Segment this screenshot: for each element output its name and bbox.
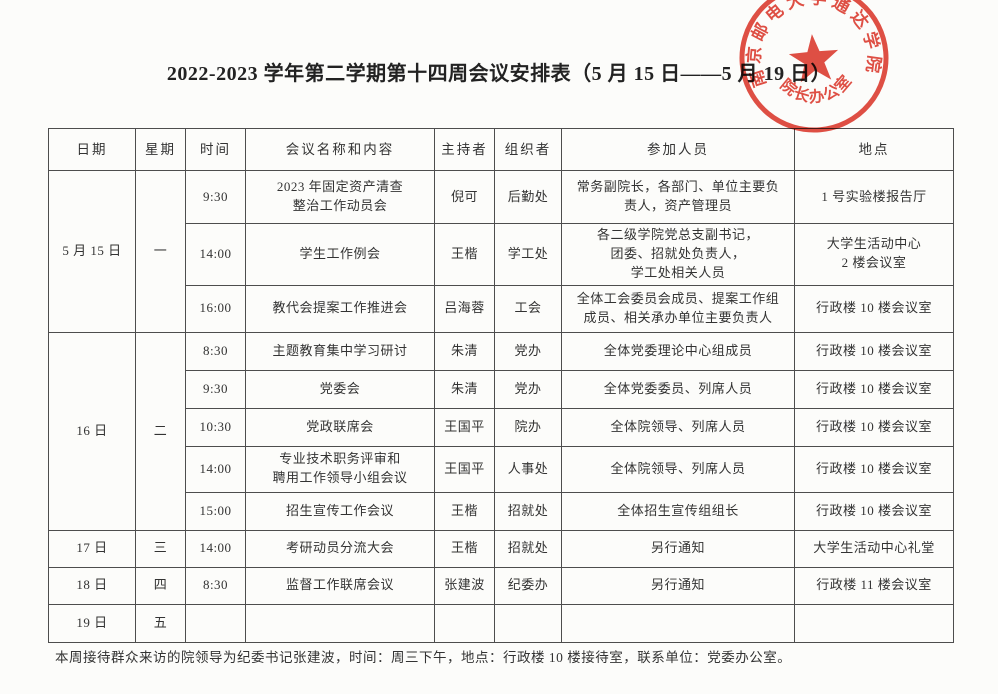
col-header-week: 星期 [135, 128, 186, 171]
cell-meeting: 学生工作例会 [245, 223, 435, 286]
cell-location: 行政楼 10 楼会议室 [794, 284, 954, 333]
cell-participants: 全体招生宣传组组长 [561, 491, 795, 531]
cell-date: 17 日 [48, 529, 136, 568]
cell-participants: 全体工会委员会成员、提案工作组 成员、相关承办单位主要负责人 [561, 284, 795, 333]
col-header-organizer: 组织者 [494, 128, 562, 171]
cell-participants: 全体党委理论中心组成员 [561, 331, 795, 371]
page-title: 2022-2023 学年第二学期第十四周会议安排表（5 月 15 日——5 月 … [166, 63, 832, 85]
cell-meeting: 考研动员分流大会 [245, 529, 435, 568]
cell-host: 张建波 [434, 566, 495, 605]
table-row: 5 月 15 日 一 9:30 2023 年固定资产清查 整治工作动员会 倪可 … [48, 170, 954, 333]
cell-organizer: 党办 [494, 369, 562, 409]
cell-time: 15:00 [185, 491, 246, 531]
cell-participants: 全体党委委员、列席人员 [561, 369, 795, 409]
cell-location: 行政楼 11 楼会议室 [794, 566, 954, 605]
cell-date: 18 日 [48, 566, 136, 605]
cell-organizer: 招就处 [494, 529, 562, 568]
cell-time [185, 603, 246, 643]
cell-time: 14:00 [185, 529, 246, 568]
cell-location: 1 号实验楼报告厅 [794, 170, 954, 224]
cell-location: 行政楼 10 楼会议室 [794, 491, 954, 531]
cell-host [434, 603, 495, 643]
cell-organizer: 党办 [494, 331, 562, 371]
cell-week: 一 [135, 170, 186, 333]
cell-organizer [494, 603, 562, 643]
cell-participants: 另行通知 [561, 566, 795, 605]
cell-meeting: 党委会 [245, 369, 435, 409]
cell-host: 王楷 [434, 223, 495, 286]
cell-organizer: 纪委办 [494, 566, 562, 605]
table-row: 17 日 三 14:00 考研动员分流大会 王楷 招就处 另行通知 大学生活动中… [48, 529, 954, 568]
cell-meeting: 专业技术职务评审和 聘用工作领导小组会议 [245, 445, 435, 493]
cell-week: 四 [135, 566, 186, 605]
cell-participants: 全体院领导、列席人员 [561, 445, 795, 493]
cell-host: 王国平 [434, 445, 495, 493]
cell-location: 行政楼 10 楼会议室 [794, 369, 954, 409]
cell-meeting: 监督工作联席会议 [245, 566, 435, 605]
cell-meeting: 党政联席会 [245, 407, 435, 447]
cell-location [794, 603, 954, 643]
cell-time: 9:30 [185, 170, 246, 224]
cell-meeting: 招生宣传工作会议 [245, 491, 435, 531]
cell-host: 朱清 [434, 331, 495, 371]
cell-organizer: 学工处 [494, 223, 562, 286]
cell-participants: 常务副院长，各部门、单位主要负 责人，资产管理员 [561, 170, 795, 224]
table-row: 16 日 二 8:30 主题教育集中学习研讨 朱清 党办 全体党委理论中心组成员… [48, 331, 954, 531]
cell-organizer: 后勤处 [494, 170, 562, 224]
cell-time: 14:00 [185, 223, 246, 286]
cell-location: 行政楼 10 楼会议室 [794, 445, 954, 493]
cell-host: 王国平 [434, 407, 495, 447]
cell-date: 5 月 15 日 [48, 170, 136, 333]
cell-location: 行政楼 10 楼会议室 [794, 331, 954, 371]
cell-time: 16:00 [185, 284, 246, 333]
reception-footer-note: 本周接待群众来访的院领导为纪委书记张建波，时间：周三下午，地点：行政楼 10 楼… [55, 650, 792, 665]
col-header-participants: 参加人员 [561, 128, 795, 171]
col-header-time: 时间 [185, 128, 246, 171]
cell-meeting: 教代会提案工作推进会 [245, 284, 435, 333]
cell-time: 10:30 [185, 407, 246, 447]
cell-participants: 全体院领导、列席人员 [561, 407, 795, 447]
cell-time: 8:30 [185, 331, 246, 371]
col-header-location: 地点 [794, 128, 954, 171]
cell-time: 14:00 [185, 445, 246, 493]
col-header-date: 日期 [48, 128, 136, 171]
cell-host: 王楷 [434, 491, 495, 531]
table-row: 19 日 五 [48, 603, 954, 643]
cell-participants: 各二级学院党总支副书记， 团委、招就处负责人， 学工处相关人员 [561, 223, 795, 286]
table-row: 14:00 专业技术职务评审和 聘用工作领导小组会议 王国平 人事处 全体院领导… [49, 445, 954, 493]
table-row: 9:30 党委会 朱清 党办 全体党委委员、列席人员 行政楼 10 楼会议室 [49, 369, 954, 409]
cell-meeting: 主题教育集中学习研讨 [245, 331, 435, 371]
cell-date: 19 日 [48, 603, 136, 643]
cell-organizer: 人事处 [494, 445, 562, 493]
cell-host: 王楷 [434, 529, 495, 568]
cell-participants [561, 603, 795, 643]
cell-location: 大学生活动中心礼堂 [794, 529, 954, 568]
cell-time: 8:30 [185, 566, 246, 605]
cell-location: 行政楼 10 楼会议室 [794, 407, 954, 447]
cell-date: 16 日 [48, 331, 136, 531]
cell-organizer: 工会 [494, 284, 562, 333]
cell-host: 倪可 [434, 170, 495, 224]
cell-participants: 另行通知 [561, 529, 795, 568]
meeting-schedule-table: 日期 星期 时间 会议名称和内容 主持者 组织者 参加人员 地点 5 月 15 … [48, 128, 954, 643]
col-header-host: 主持者 [434, 128, 495, 171]
cell-time: 9:30 [185, 369, 246, 409]
cell-week: 三 [135, 529, 186, 568]
table-row: 10:30 党政联席会 王国平 院办 全体院领导、列席人员 行政楼 10 楼会议… [49, 407, 954, 447]
table-header-row: 日期 星期 时间 会议名称和内容 主持者 组织者 参加人员 地点 [48, 128, 954, 171]
table-row: 18 日 四 8:30 监督工作联席会议 张建波 纪委办 另行通知 行政楼 11… [48, 566, 954, 605]
col-header-meeting: 会议名称和内容 [245, 128, 435, 171]
cell-organizer: 招就处 [494, 491, 562, 531]
table-row: 14:00 学生工作例会 王楷 学工处 各二级学院党总支副书记， 团委、招就处负… [49, 223, 954, 286]
cell-week: 五 [135, 603, 186, 643]
cell-host: 朱清 [434, 369, 495, 409]
cell-meeting [245, 603, 435, 643]
cell-week: 二 [135, 331, 186, 531]
cell-location: 大学生活动中心 2 楼会议室 [794, 223, 954, 286]
cell-organizer: 院办 [494, 407, 562, 447]
cell-meeting: 2023 年固定资产清查 整治工作动员会 [245, 170, 435, 224]
cell-host: 吕海蓉 [434, 284, 495, 333]
